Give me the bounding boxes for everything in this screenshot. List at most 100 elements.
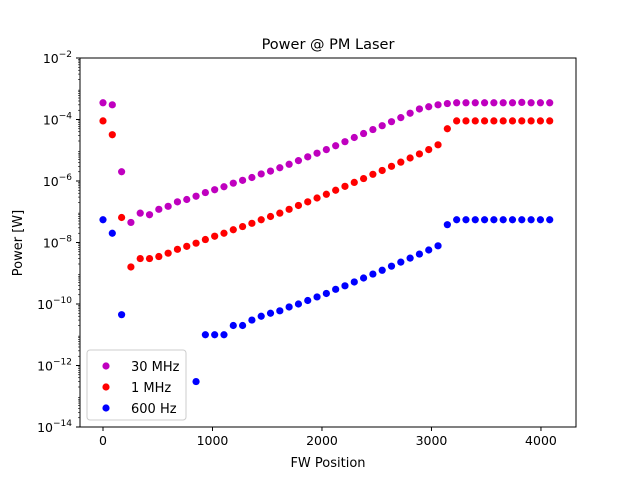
y-tick-label: 10−4 (43, 112, 72, 128)
point-30-mhz (276, 164, 284, 172)
point-1-mhz (257, 216, 265, 224)
point-30-mhz (229, 179, 237, 187)
point-1-mhz (527, 117, 535, 125)
point-600-hz (313, 293, 321, 301)
point-30-mhz (173, 198, 182, 206)
point-30-mhz (257, 170, 265, 178)
point-1-mhz (164, 249, 172, 257)
y-tick-label: 10−10 (37, 296, 72, 312)
point-30-mhz (294, 157, 303, 165)
x-tick-label: 4000 (525, 433, 557, 448)
point-600-hz (257, 312, 265, 320)
y-tick-label: 10−12 (37, 358, 72, 374)
point-600-hz (527, 216, 535, 224)
x-tick-label: 2000 (306, 433, 338, 448)
y-tick-label: 10−2 (43, 50, 72, 66)
point-600-hz (211, 331, 219, 339)
point-30-mhz (425, 103, 433, 111)
point-1-mhz (499, 117, 507, 125)
point-1-mhz (453, 117, 461, 125)
point-30-mhz (145, 211, 154, 219)
y-axis: 10−14 10−12 10−10 10−8 10−6 10−4 10−2 (37, 50, 80, 435)
legend-label-30-mhz: 30 MHz (131, 360, 180, 375)
point-600-hz (480, 216, 489, 224)
point-30-mhz (499, 99, 507, 107)
point-30-mhz (304, 153, 312, 161)
point-30-mhz (397, 114, 405, 122)
point-1-mhz (406, 154, 414, 162)
point-1-mhz (378, 166, 386, 175)
point-600-hz (490, 216, 498, 224)
point-30-mhz (127, 218, 135, 227)
point-30-mhz (192, 192, 200, 200)
point-1-mhz (145, 254, 154, 263)
point-600-hz (508, 216, 517, 224)
point-1-mhz (238, 222, 247, 231)
legend: 30 MHz 1 MHz 600 Hz (86, 349, 187, 421)
x-tick-label: 3000 (416, 433, 448, 448)
point-1-mhz (183, 242, 191, 250)
point-30-mhz (536, 99, 545, 107)
point-600-hz (415, 250, 424, 258)
point-1-mhz (118, 213, 126, 222)
x-axis-label: FW Position (290, 456, 365, 471)
point-1-mhz (518, 117, 526, 125)
point-30-mhz (527, 99, 535, 107)
point-1-mhz (508, 117, 517, 125)
point-600-hz (434, 242, 442, 250)
legend-label-1-mhz: 1 MHz (131, 381, 171, 396)
point-1-mhz (173, 245, 182, 253)
point-30-mhz (350, 133, 358, 142)
point-30-mhz (136, 209, 144, 217)
point-1-mhz (387, 162, 396, 170)
point-1-mhz (294, 201, 303, 210)
point-30-mhz (359, 129, 368, 138)
legend-box (86, 349, 187, 421)
point-1-mhz (322, 190, 330, 198)
point-600-hz (192, 377, 200, 386)
legend-marker-600-hz (102, 404, 110, 412)
point-600-hz (341, 282, 349, 290)
point-1-mhz (276, 209, 284, 217)
data-points (99, 98, 554, 386)
point-600-hz (238, 321, 247, 330)
point-1-mhz (304, 198, 312, 206)
point-30-mhz (490, 99, 498, 107)
point-30-mhz (220, 183, 228, 191)
point-1-mhz (443, 125, 451, 133)
point-30-mhz (341, 138, 349, 146)
point-1-mhz (155, 252, 163, 261)
point-1-mhz (136, 254, 144, 263)
point-600-hz (453, 216, 461, 224)
y-tick-label: 10−8 (43, 235, 72, 251)
point-1-mhz (220, 229, 228, 237)
point-30-mhz (378, 122, 386, 130)
point-600-hz (108, 229, 116, 237)
chart-title: Power @ PM Laser (262, 37, 395, 53)
point-30-mhz (332, 142, 340, 150)
point-30-mhz (387, 118, 396, 126)
point-30-mhz (462, 99, 470, 107)
point-600-hz (304, 296, 312, 305)
point-600-hz (248, 316, 256, 324)
point-600-hz (220, 331, 228, 339)
point-1-mhz (313, 194, 321, 202)
point-1-mhz (266, 212, 275, 221)
point-1-mhz (425, 145, 433, 154)
point-30-mhz (99, 99, 107, 107)
point-1-mhz (536, 117, 545, 125)
point-30-mhz (369, 125, 377, 134)
point-30-mhz (155, 205, 163, 213)
point-600-hz (350, 278, 358, 286)
point-1-mhz (350, 178, 358, 187)
legend-label-600-hz: 600 Hz (131, 402, 177, 417)
point-30-mhz (164, 202, 172, 210)
point-1-mhz (359, 174, 368, 183)
point-30-mhz (443, 99, 451, 108)
point-30-mhz (546, 99, 554, 107)
point-1-mhz (99, 117, 107, 125)
point-30-mhz (238, 176, 247, 184)
point-600-hz (425, 246, 433, 254)
point-1-mhz (490, 117, 498, 125)
point-600-hz (285, 303, 293, 311)
